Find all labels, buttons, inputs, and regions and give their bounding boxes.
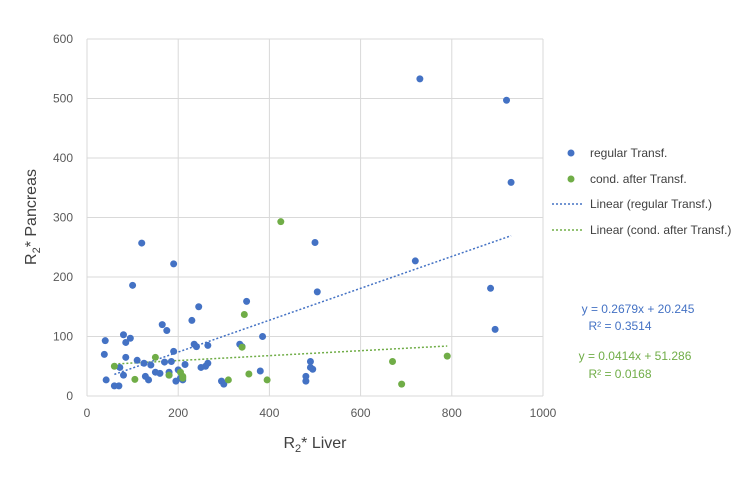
data-point-regular (163, 327, 171, 335)
data-point-regular (102, 376, 110, 384)
data-point-regular (503, 96, 511, 104)
data-point-regular (204, 341, 212, 349)
data-point-regular (116, 363, 124, 371)
data-point-cond (224, 376, 232, 384)
y-tick-label: 500 (53, 92, 73, 106)
legend-label-regular: regular Transf. (590, 146, 667, 160)
data-point-regular (487, 284, 495, 292)
data-point-cond (245, 370, 253, 378)
data-point-cond (263, 376, 271, 384)
legend-label-trend-regular: Linear (regular Transf.) (590, 197, 712, 211)
data-point-regular (411, 257, 419, 265)
data-point-regular (507, 178, 515, 186)
data-point-regular (170, 347, 178, 355)
trendlines (114, 235, 512, 376)
data-point-regular (147, 361, 155, 369)
x-tick-label: 200 (168, 406, 188, 420)
data-point-regular (256, 367, 264, 375)
data-point-cond (238, 343, 246, 351)
legend-label-cond: cond. after Transf. (590, 172, 687, 186)
data-point-regular (220, 380, 228, 388)
equation-regular: y = 0.2679x + 20.245 (582, 302, 695, 316)
legend-marker-regular (567, 149, 575, 157)
legend-label-trend-cond: Linear (cond. after Transf.) (590, 223, 731, 237)
data-point-regular (133, 356, 141, 364)
data-point-regular (243, 297, 251, 305)
x-axis-title: R2* Liver (283, 435, 347, 455)
data-point-cond (151, 353, 159, 361)
legend-item-cond: cond. after Transf. (567, 172, 687, 186)
data-point-cond (443, 352, 451, 360)
legend-item-regular: regular Transf. (567, 146, 667, 160)
gridlines (86, 38, 544, 397)
data-point-cond (398, 380, 406, 388)
data-point-regular (167, 357, 175, 365)
y-tick-label: 400 (53, 151, 73, 165)
data-point-regular (306, 357, 314, 365)
data-point-cond (110, 362, 118, 370)
data-point-regular (145, 376, 153, 384)
data-point-cond (179, 374, 187, 382)
data-point-regular (416, 75, 424, 83)
x-tick-label: 800 (442, 406, 462, 420)
data-point-cond (277, 218, 285, 226)
data-point-regular (122, 353, 130, 361)
data-point-regular (129, 281, 137, 289)
tick-labels: 0 200 400 600 800 1000 0 100 200 300 400 500 600 (53, 32, 557, 420)
y-tick-label: 200 (53, 270, 73, 284)
data-point-regular (156, 369, 164, 377)
data-points (100, 75, 515, 390)
data-point-regular (138, 239, 146, 247)
data-point-regular (309, 365, 317, 373)
data-point-regular (158, 321, 166, 329)
data-point-regular (119, 331, 127, 339)
data-point-regular (188, 316, 196, 324)
x-tick-label: 400 (259, 406, 279, 420)
legend: regular Transf. cond. after Transf. Line… (552, 146, 731, 237)
y-tick-label: 100 (53, 330, 73, 344)
data-point-regular (170, 260, 178, 268)
data-point-regular (115, 382, 123, 390)
data-point-regular (491, 325, 499, 333)
trendline-cond (114, 345, 448, 365)
data-point-regular (161, 358, 169, 366)
legend-item-trend-cond: Linear (cond. after Transf.) (552, 223, 731, 237)
y-tick-label: 300 (53, 211, 73, 225)
y-tick-label: 0 (66, 389, 73, 403)
data-point-cond (131, 375, 139, 383)
x-tick-label: 1000 (530, 406, 557, 420)
y-axis-title: R2* Pancreas (23, 169, 43, 265)
data-point-regular (311, 238, 319, 246)
data-point-regular (204, 359, 212, 367)
x-tick-label: 0 (84, 406, 91, 420)
data-point-regular (122, 338, 130, 346)
data-point-cond (389, 357, 397, 365)
data-point-regular (101, 337, 109, 345)
data-point-regular (126, 334, 134, 342)
data-point-regular (140, 359, 148, 367)
data-point-cond (240, 310, 248, 318)
data-point-regular (302, 377, 310, 385)
data-point-regular (192, 343, 200, 351)
data-point-regular (181, 360, 189, 368)
data-point-cond (165, 371, 173, 379)
legend-item-trend-regular: Linear (regular Transf.) (552, 197, 712, 211)
y-tick-label: 600 (53, 32, 73, 46)
data-point-regular (313, 288, 321, 296)
x-tick-label: 600 (351, 406, 371, 420)
r2-cond: R² = 0.0168 (588, 367, 651, 381)
data-point-regular (119, 371, 127, 379)
legend-marker-cond (567, 175, 575, 183)
data-point-regular (100, 350, 108, 358)
data-point-regular (259, 333, 267, 340)
equation-cond: y = 0.0414x + 51.286 (579, 349, 692, 363)
data-point-regular (195, 303, 203, 311)
r2-regular: R² = 0.3514 (588, 319, 651, 333)
